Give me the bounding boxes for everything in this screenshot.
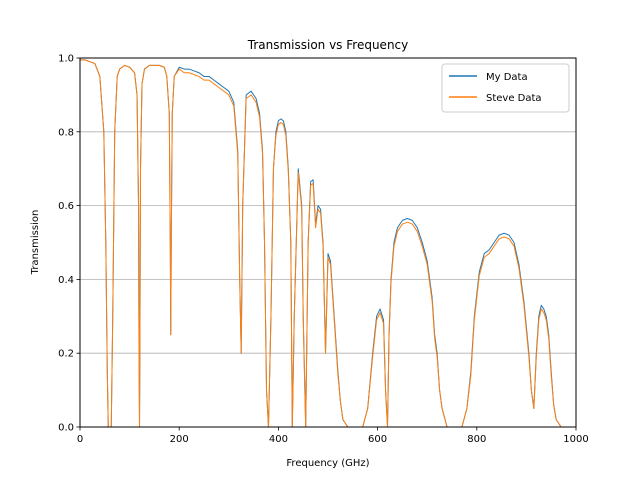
y-axis-label: Transmission <box>30 210 41 276</box>
legend-label-steve-data: Steve Data <box>486 93 542 104</box>
x-tick-label: 600 <box>368 434 387 445</box>
series-layer <box>80 59 576 427</box>
y-tick-label: 0.6 <box>58 201 74 212</box>
plot-area <box>80 58 576 427</box>
x-tick-label: 200 <box>170 434 189 445</box>
x-tick-label: 400 <box>269 434 288 445</box>
legend-label-my-data: My Data <box>486 72 528 83</box>
y-tick-label: 0.8 <box>58 127 74 138</box>
y-tick-label: 1.0 <box>58 54 74 65</box>
y-tick-label: 0.2 <box>58 349 74 360</box>
series-line-steve-data <box>80 59 576 427</box>
y-tick-label: 0.0 <box>58 423 74 434</box>
x-axis: 0 200 400 600 800 1000 <box>77 427 589 445</box>
x-tick-label: 800 <box>467 434 486 445</box>
chart-title: Transmission vs Frequency <box>247 38 409 52</box>
x-tick-label: 0 <box>77 434 83 445</box>
plot-frame <box>79 57 577 428</box>
x-tick-label: 1000 <box>563 434 588 445</box>
legend: My Data Steve Data <box>441 63 570 113</box>
y-tick-label: 0.4 <box>58 275 74 286</box>
y-axis: 0.0 0.2 0.4 0.6 0.8 1.0 <box>58 54 80 434</box>
x-axis-label: Frequency (GHz) <box>286 458 369 469</box>
